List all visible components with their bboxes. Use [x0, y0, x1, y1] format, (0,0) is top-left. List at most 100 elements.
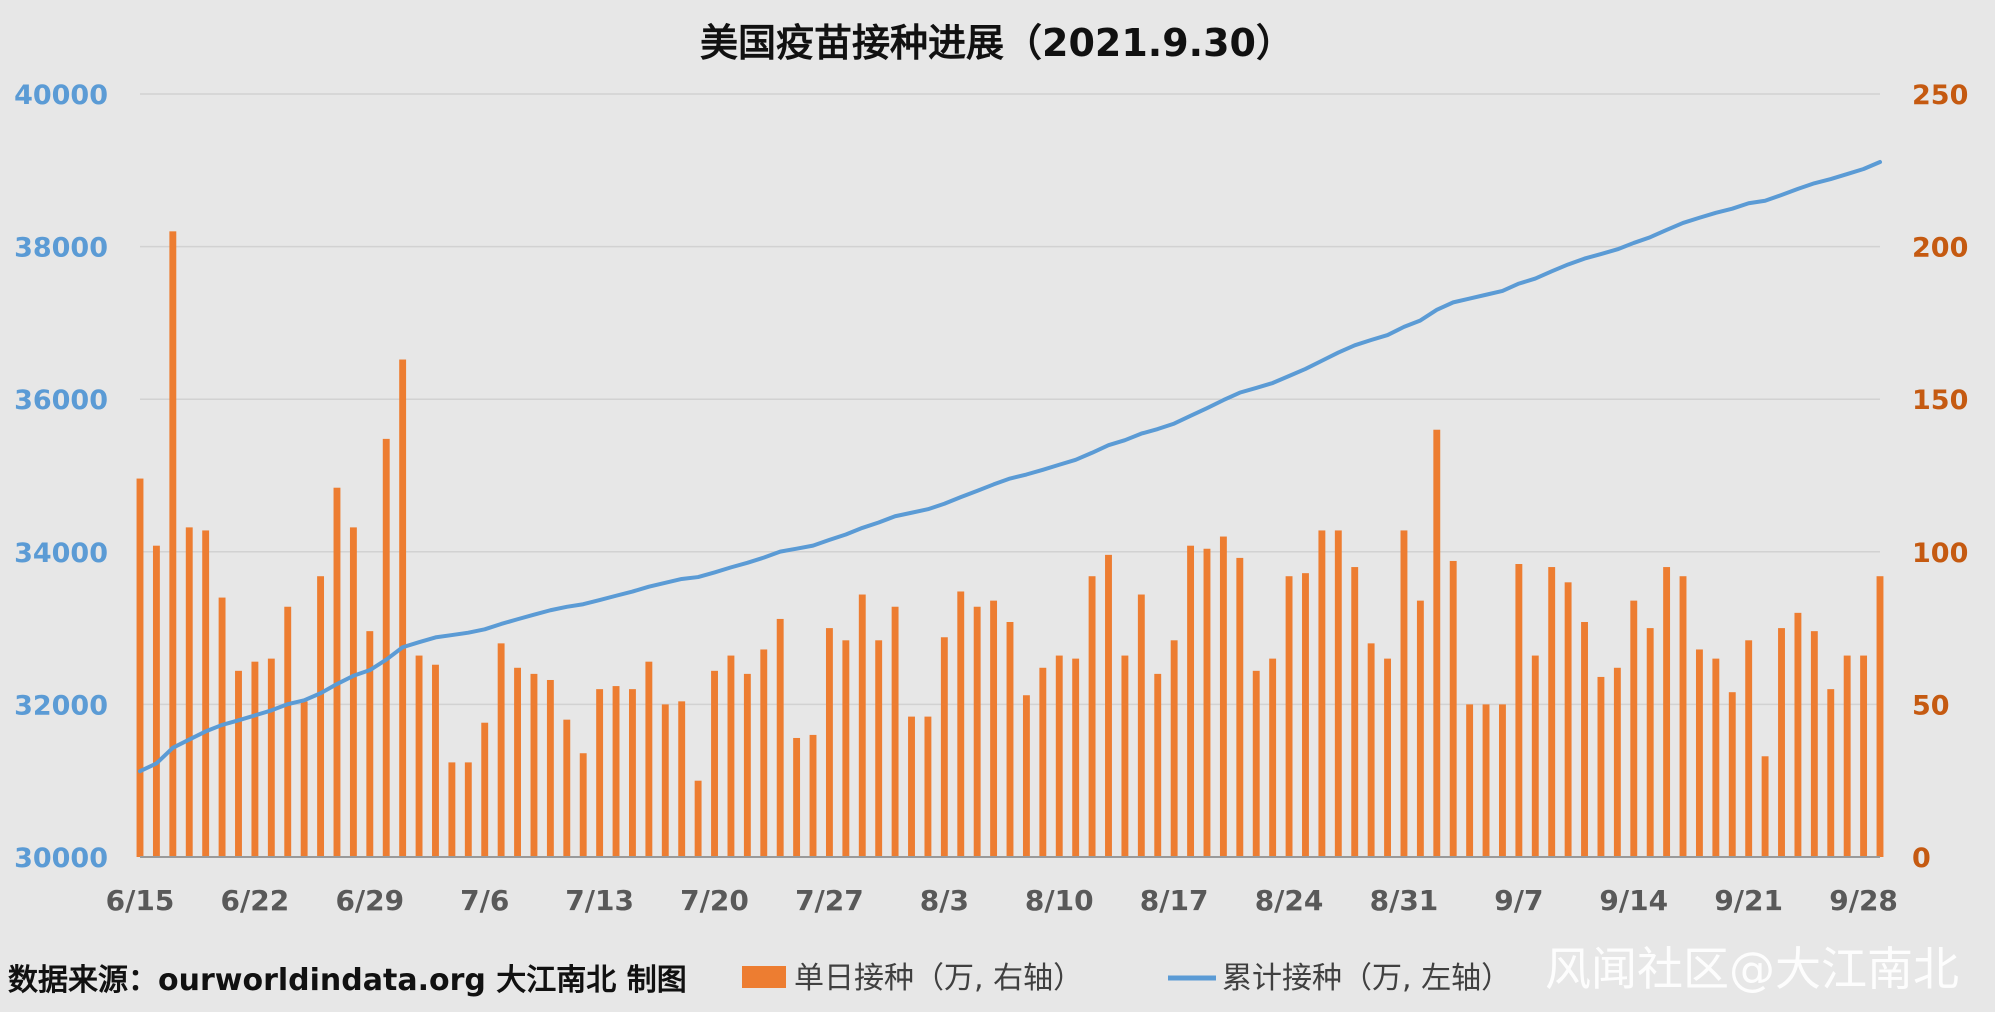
- daily-vaccination-bar: [1646, 628, 1654, 857]
- x-axis-tick-label: 9/21: [1714, 884, 1783, 917]
- daily-vaccination-bar: [1088, 576, 1096, 857]
- daily-vaccination-bar: [1728, 692, 1736, 857]
- daily-vaccination-bar: [235, 670, 242, 857]
- watermark-text: 风闻社区@大江南北: [1545, 942, 1959, 996]
- daily-vaccination-bar: [317, 576, 325, 857]
- daily-vaccination-bar: [891, 606, 899, 857]
- daily-vaccination-bar: [1679, 576, 1687, 857]
- x-axis-tick-label: 7/6: [460, 884, 509, 917]
- daily-vaccination-bar: [596, 689, 604, 857]
- daily-bars: [136, 231, 1884, 858]
- right-axis-tick-label: 50: [1912, 690, 1950, 721]
- left-axis-ticks: 30000 32000 34000 36000 38000 40000: [14, 80, 108, 874]
- daily-vaccination-bar: [1269, 658, 1277, 857]
- right-axis-tick-label: 100: [1912, 538, 1968, 569]
- x-axis-tick-label: 7/13: [565, 884, 634, 917]
- daily-vaccination-bar: [185, 527, 193, 857]
- left-axis-tick-label: 40000: [14, 80, 108, 111]
- daily-vaccination-bar: [1597, 676, 1605, 857]
- daily-vaccination-bar: [1203, 548, 1211, 857]
- daily-vaccination-bar: [1039, 667, 1047, 857]
- daily-vaccination-bar: [464, 762, 472, 857]
- daily-vaccination-bar: [1433, 429, 1441, 857]
- daily-vaccination-bar: [1006, 621, 1014, 857]
- x-axis-tick-label: 7/27: [795, 884, 864, 917]
- left-axis-tick-label: 34000: [14, 538, 108, 569]
- daily-vaccination-bar: [1137, 594, 1145, 857]
- daily-vaccination-bar: [940, 637, 948, 857]
- x-axis-ticks: 6/15 6/22 6/29 7/6 7/13 7/20 7/27 8/3 8/10 8/17 8/…: [106, 884, 1898, 917]
- daily-vaccination-bar: [1072, 658, 1080, 857]
- daily-vaccination-bar: [1712, 658, 1720, 857]
- daily-vaccination-bar: [1794, 612, 1802, 857]
- daily-vaccination-bar: [251, 661, 259, 857]
- right-axis-ticks: 0 50 100 150 200 250: [1912, 80, 1968, 874]
- daily-vaccination-bar: [1302, 573, 1309, 857]
- daily-vaccination-bar: [1466, 704, 1474, 857]
- daily-vaccination-bar: [1400, 530, 1408, 857]
- legend-daily-label: 单日接种（万, 右轴）: [794, 961, 1083, 996]
- daily-vaccination-bar: [1154, 673, 1162, 857]
- daily-vaccination-bar: [1630, 600, 1638, 857]
- daily-vaccination-bar: [432, 664, 439, 857]
- daily-vaccination-bar: [333, 487, 341, 857]
- daily-vaccination-bar: [973, 606, 981, 857]
- daily-vaccination-bar: [546, 679, 554, 857]
- daily-vaccination-bar: [1416, 600, 1424, 857]
- daily-vaccination-bar: [497, 643, 505, 857]
- daily-vaccination-bar: [1252, 670, 1260, 857]
- daily-vaccination-bar: [1548, 567, 1556, 857]
- daily-vaccination-bar: [514, 667, 521, 857]
- daily-vaccination-bar: [152, 545, 160, 857]
- daily-vaccination-bar: [1531, 655, 1539, 857]
- daily-vaccination-bar: [1022, 695, 1030, 857]
- daily-vaccination-bar: [349, 527, 357, 857]
- daily-vaccination-bar: [1384, 658, 1391, 857]
- daily-vaccination-bar: [579, 753, 587, 857]
- daily-vaccination-bar: [760, 649, 768, 857]
- left-axis-tick-label: 30000: [14, 843, 108, 874]
- daily-vaccination-bar: [1876, 576, 1884, 857]
- daily-vaccination-bar: [612, 686, 620, 857]
- daily-vaccination-bar: [1663, 567, 1671, 857]
- daily-vaccination-bar: [809, 734, 817, 857]
- daily-vaccination-bar: [481, 722, 489, 857]
- daily-vaccination-bar: [1515, 564, 1523, 857]
- daily-vaccination-bar: [136, 478, 144, 857]
- x-axis-tick-label: 8/3: [920, 884, 969, 917]
- x-axis-tick-label: 6/15: [106, 884, 175, 917]
- left-axis-tick-label: 32000: [14, 690, 108, 721]
- daily-vaccination-bar: [399, 359, 407, 857]
- daily-vaccination-bar: [267, 658, 275, 857]
- cumulative-vaccination-line: [138, 159, 1882, 774]
- daily-vaccination-bar: [202, 530, 210, 857]
- daily-vaccination-bar: [1695, 649, 1703, 857]
- chart-title: 美国疫苗接种进展（2021.9.30）: [700, 21, 1294, 65]
- daily-vaccination-bar: [1613, 667, 1621, 857]
- daily-vaccination-bar: [924, 716, 932, 857]
- right-axis-tick-label: 250: [1912, 80, 1968, 111]
- right-axis-tick-label: 150: [1912, 385, 1968, 416]
- daily-vaccination-bar: [661, 704, 669, 857]
- daily-vaccination-bar: [1778, 628, 1785, 857]
- daily-vaccination-bar: [1499, 704, 1506, 857]
- daily-vaccination-bar: [678, 701, 686, 857]
- daily-vaccination-bar: [743, 673, 751, 857]
- daily-vaccination-bar: [1843, 655, 1851, 857]
- daily-vaccination-bar: [300, 701, 308, 857]
- x-axis-tick-label: 8/31: [1370, 884, 1439, 917]
- daily-vaccination-bar: [1827, 689, 1835, 857]
- daily-vaccination-bar: [382, 438, 390, 857]
- daily-vaccination-bar: [711, 670, 718, 857]
- daily-vaccination-bar: [563, 719, 571, 857]
- right-axis-tick-label: 0: [1912, 843, 1931, 874]
- left-axis-tick-label: 36000: [14, 385, 108, 416]
- daily-vaccination-bar: [842, 640, 850, 857]
- daily-vaccination-bar: [1367, 643, 1375, 857]
- daily-vaccination-bar: [694, 780, 702, 857]
- right-axis-tick-label: 200: [1912, 233, 1968, 264]
- daily-vaccination-bar: [990, 600, 998, 857]
- daily-vaccination-bar: [1318, 530, 1326, 857]
- x-axis-tick-label: 6/22: [221, 884, 290, 917]
